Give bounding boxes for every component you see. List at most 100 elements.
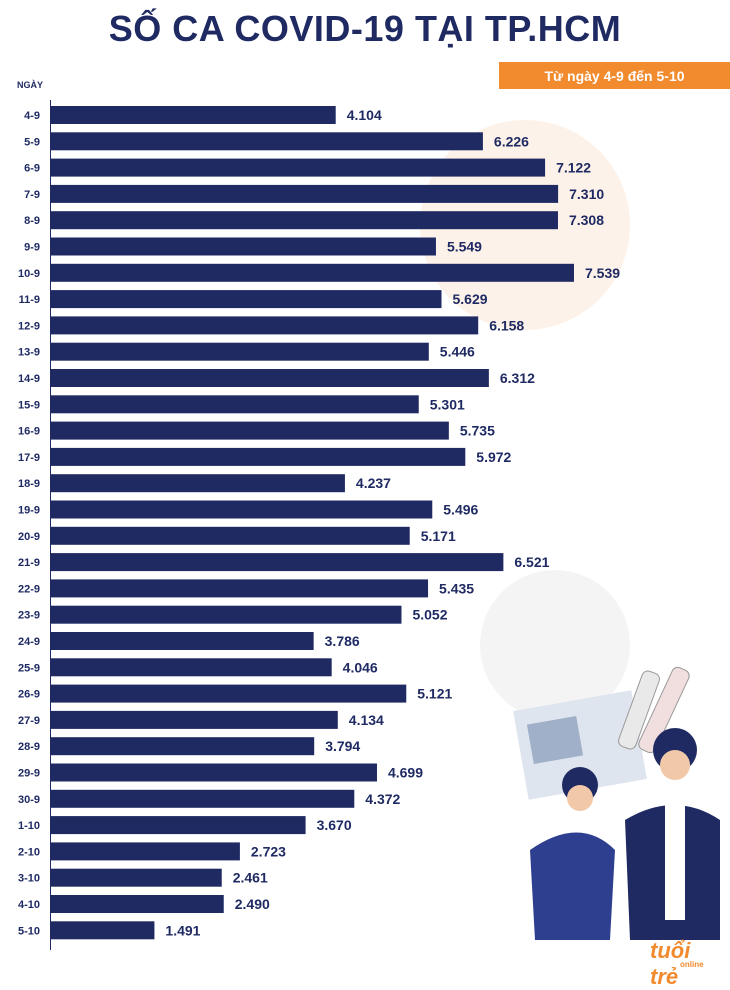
category-label-24-9: 24-9 [18,636,40,648]
value-label-20-9: 5.171 [421,528,456,544]
value-label-7-9: 7.310 [569,186,604,202]
y-axis-label: NGÀY [17,80,44,90]
bar-13-9 [51,342,429,361]
bar-5-9 [51,132,483,151]
category-label-18-9: 18-9 [18,478,40,490]
value-label-16-9: 5.735 [460,423,495,439]
bar-7-9 [51,184,559,203]
bar-12-9 [51,316,479,335]
value-label-6-9: 7.122 [556,160,591,176]
value-label-13-9: 5.446 [440,344,475,360]
category-label-4-10: 4-10 [18,899,40,911]
bar-2-10 [51,842,240,861]
chart-title: SỐ CA COVID-19 TẠI TP.HCM [108,8,622,49]
bar-8-9 [51,211,558,230]
category-label-4-9: 4-9 [24,110,40,122]
bar-4-10 [51,895,224,913]
value-label-8-9: 7.308 [569,212,604,228]
category-label-5-10: 5-10 [18,925,40,937]
category-label-2-10: 2-10 [18,846,40,858]
category-label-29-9: 29-9 [18,768,40,780]
category-label-20-9: 20-9 [18,531,40,543]
category-label-1-10: 1-10 [18,820,40,832]
bar-10-9 [51,263,574,282]
value-label-5-9: 6.226 [494,133,529,149]
value-label-30-9: 4.372 [365,791,400,807]
category-label-14-9: 14-9 [18,373,40,385]
value-label-23-9: 5.052 [412,607,447,623]
value-label-1-10: 3.670 [317,817,352,833]
value-label-19-9: 5.496 [443,502,478,518]
bar-14-9 [51,369,489,387]
category-label-30-9: 30-9 [18,794,40,806]
bar-30-9 [51,789,355,808]
category-label-7-9: 7-9 [24,189,40,201]
category-label-8-9: 8-9 [24,215,40,227]
bar-26-9 [51,684,407,703]
bar-28-9 [51,737,315,756]
category-label-19-9: 19-9 [18,505,40,517]
value-label-18-9: 4.237 [356,475,391,491]
bar-5-10 [51,921,155,940]
category-label-3-10: 3-10 [18,873,40,885]
category-label-12-9: 12-9 [18,320,40,332]
category-label-26-9: 26-9 [18,689,40,701]
bar-24-9 [51,632,314,650]
bar-22-9 [51,579,429,598]
value-label-5-10: 1.491 [165,922,200,938]
value-label-2-10: 2.723 [251,843,286,859]
bar-16-9 [51,421,449,440]
value-label-4-9: 4.104 [347,107,382,123]
bar-19-9 [51,500,433,519]
bar-23-9 [51,605,402,624]
bar-25-9 [51,658,332,677]
value-label-28-9: 3.794 [325,738,360,754]
bar-6-9 [51,158,546,177]
y-axis-line [50,100,51,950]
bar-11-9 [51,290,442,309]
bar-29-9 [51,763,377,782]
value-label-25-9: 4.046 [343,659,378,675]
category-label-16-9: 16-9 [18,426,40,438]
value-label-29-9: 4.699 [388,765,423,781]
bar-15-9 [51,395,419,414]
bar-18-9 [51,474,345,493]
category-label-13-9: 13-9 [18,347,40,359]
category-label-9-9: 9-9 [24,242,40,254]
value-label-22-9: 5.435 [439,580,474,596]
value-label-26-9: 5.121 [417,686,452,702]
category-label-22-9: 22-9 [18,583,40,595]
bar-27-9 [51,710,338,729]
bar-20-9 [51,526,410,545]
bar-21-9 [51,553,504,572]
category-label-11-9: 11-9 [19,294,40,306]
value-label-12-9: 6.158 [489,317,524,333]
category-label-5-9: 5-9 [24,136,40,148]
value-label-17-9: 5.972 [476,449,511,465]
category-label-10-9: 10-9 [18,268,40,280]
category-label-27-9: 27-9 [18,715,40,727]
category-label-23-9: 23-9 [18,610,40,622]
value-label-21-9: 6.521 [514,554,549,570]
value-label-14-9: 6.312 [500,370,535,386]
value-label-9-9: 5.549 [447,239,482,255]
value-label-11-9: 5.629 [452,291,487,307]
value-label-4-10: 2.490 [235,896,270,912]
bar-17-9 [51,447,466,466]
people-coughing-illustration [513,666,720,940]
category-label-17-9: 17-9 [18,452,40,464]
category-label-6-9: 6-9 [24,163,40,175]
category-label-25-9: 25-9 [18,662,40,674]
value-label-3-10: 2.461 [233,870,268,886]
category-label-28-9: 28-9 [18,741,40,753]
bar-1-10 [51,816,306,835]
bar-4-9 [51,106,336,124]
value-label-10-9: 7.539 [585,265,620,281]
bar-3-10 [51,868,222,887]
tuoi-tre-logo: tuổi trẻ online [650,938,704,989]
value-label-15-9: 5.301 [430,396,465,412]
category-label-15-9: 15-9 [18,399,40,411]
value-label-27-9: 4.134 [349,712,384,728]
date-range-badge: Từ ngày 4-9 đến 5-10 [499,62,730,89]
